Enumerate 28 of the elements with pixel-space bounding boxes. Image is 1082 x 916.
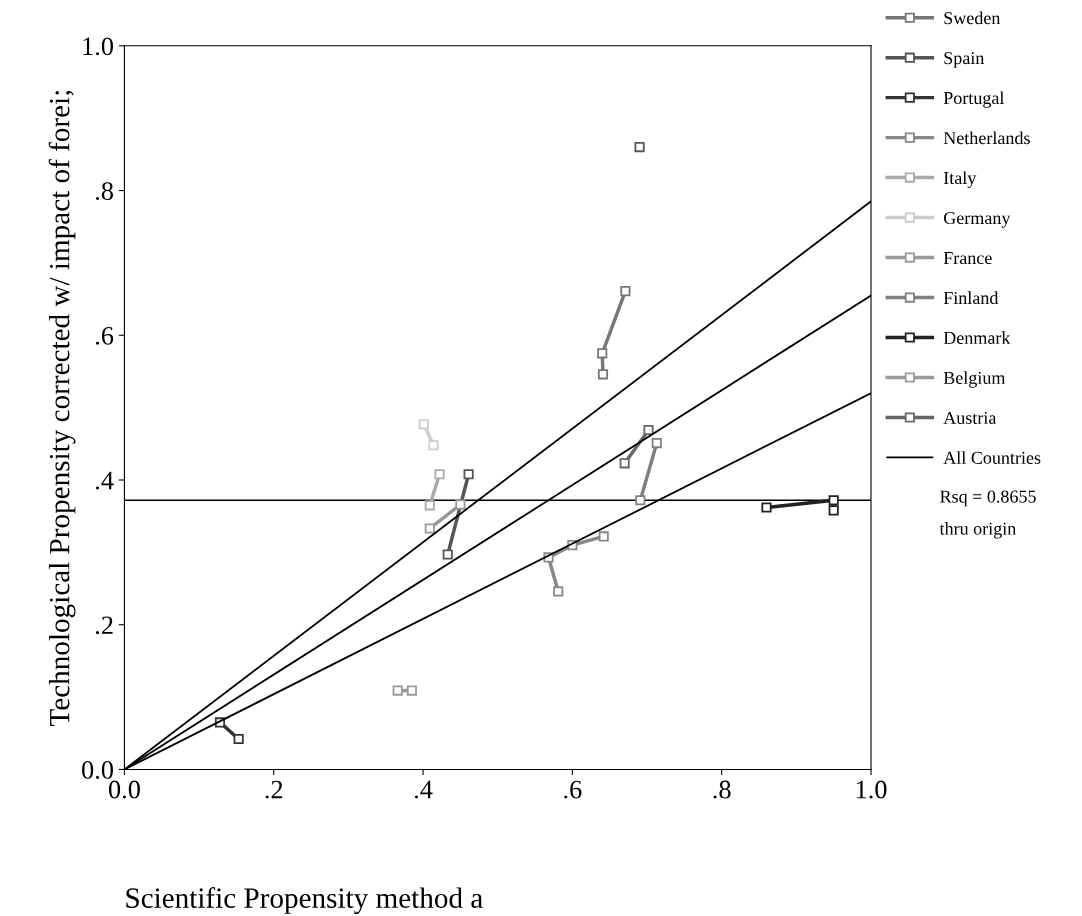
x-tick-label: .2	[265, 780, 283, 799]
x-tick-label: .8	[713, 780, 731, 799]
legend-label: Netherlands	[943, 131, 1030, 145]
legend-label: Italy	[943, 171, 977, 188]
legend-label: Austria	[943, 411, 997, 424]
x-tick-label: 1.0	[856, 780, 887, 799]
legend-label: All Countries	[943, 451, 1041, 464]
x-tick-label: .6	[564, 780, 582, 799]
y-tick-label: .4	[95, 471, 114, 490]
legend-label: Spain	[944, 52, 985, 68]
legend-label: Sweden	[944, 11, 1001, 25]
x-tick-label: 0.0	[108, 780, 140, 799]
legend-label: Belgium	[943, 371, 1006, 388]
y-tick-label: .8	[95, 182, 114, 201]
legend-label: Denmark	[943, 331, 1011, 345]
text: Rsq = 0.8655	[940, 490, 1036, 507]
y-tick-label: 1.0	[83, 37, 114, 56]
x-axis-title: Scientific Propensity method a	[126, 887, 483, 914]
text: thru origin	[939, 522, 1016, 539]
legend-label: Germany	[943, 211, 1011, 228]
legend-label: Portugal	[943, 91, 1005, 108]
y-tick-label: .6	[95, 326, 114, 345]
y-tick-label: .2	[95, 616, 113, 635]
y-tick-label: 0.0	[82, 761, 114, 779]
legend-label: Finland	[943, 291, 999, 305]
x-tick-label: .4	[414, 780, 433, 799]
y-axis-title: Technological Propensity corrected w/ impact of forei;	[48, 90, 76, 726]
legend-label: France	[943, 252, 992, 265]
